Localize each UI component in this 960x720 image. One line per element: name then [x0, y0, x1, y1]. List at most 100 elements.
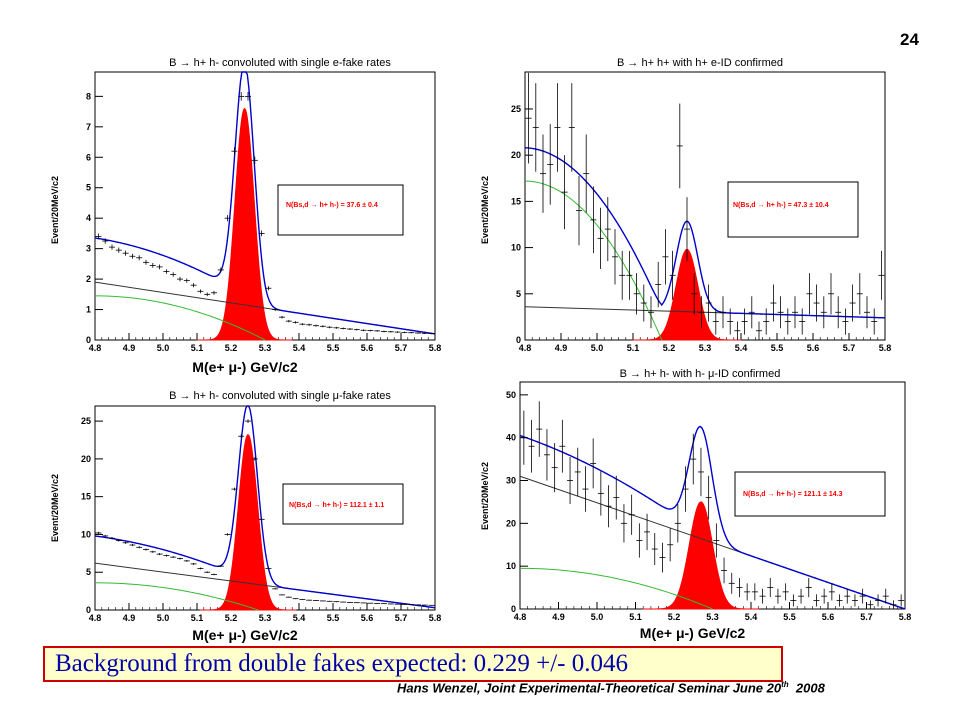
data-point: [299, 598, 306, 600]
data-point: [543, 429, 550, 481]
data-point: [628, 494, 635, 535]
x-tick-label: 5.0: [157, 343, 170, 353]
data-point: [547, 124, 554, 205]
data-point: [190, 283, 197, 288]
data-point: [292, 598, 299, 600]
x-tick-label: 5.2: [663, 343, 676, 353]
data-point: [842, 308, 849, 335]
x-tick-label: 5.0: [157, 613, 170, 623]
data-point: [613, 475, 620, 520]
chart-e-id-confirmed: B → h+ h+ with h+ e-ID confirmed 4.8 4.9 5…: [480, 57, 891, 353]
data-point: [381, 330, 387, 333]
data-point: [551, 443, 558, 493]
data-point: [224, 215, 231, 222]
data-point: [211, 290, 217, 295]
data-point: [326, 600, 333, 602]
data-point: [374, 330, 381, 332]
data-point: [828, 583, 835, 601]
data-point: [626, 250, 633, 300]
data-point: [353, 328, 360, 331]
data-point: [882, 588, 889, 604]
footer-text: Hans Wenzel, Joint Experimental-Theoreti…: [397, 680, 782, 696]
data-point: [620, 504, 627, 543]
data-point: [784, 308, 791, 335]
data-point: [197, 567, 204, 570]
data-point: [333, 326, 340, 329]
data-point: [748, 296, 755, 329]
data-point: [782, 583, 789, 601]
y-tick-label: 50: [506, 390, 516, 400]
x-tick-label: 4.8: [514, 612, 527, 622]
x-axis-label: M(e+ μ-) GeV/c2: [640, 625, 746, 641]
data-point: [864, 296, 870, 329]
data-point: [401, 331, 408, 334]
data-point: [734, 321, 741, 340]
data-point: [878, 250, 885, 300]
data-point: [676, 103, 683, 189]
data-point: [633, 273, 640, 315]
data-point: [217, 565, 224, 568]
data-point: [568, 83, 575, 172]
y-tick-label: 15: [81, 492, 91, 502]
data-point: [813, 594, 820, 607]
data-point: [597, 471, 604, 516]
data-point: [532, 83, 539, 172]
data-point: [190, 562, 197, 565]
data-point: [844, 588, 851, 604]
fit-curve: [94, 71, 436, 335]
data-point: [367, 602, 374, 604]
data-point: [682, 466, 689, 512]
y-tick-label: 1: [86, 305, 91, 315]
data-point: [319, 600, 326, 602]
data-point: [183, 278, 190, 283]
y-tick-label: 4: [86, 213, 91, 223]
data-point: [536, 401, 543, 457]
x-tick-label: 5.5: [783, 612, 796, 622]
data-point: [662, 229, 669, 285]
chart-title: B → h+ h- with h- μ-ID confirmed: [620, 368, 781, 380]
data-point: [428, 604, 435, 606]
data-point: [299, 323, 306, 326]
x-tick-label: 5.4: [293, 613, 306, 623]
data-point: [849, 284, 856, 322]
y-tick-label: 0: [511, 604, 516, 614]
background-curve: [94, 295, 266, 341]
x-tick-label: 5.2: [225, 613, 238, 623]
x-tick-label: 5.7: [860, 612, 873, 622]
data-point: [736, 578, 743, 598]
signal-peak: [643, 501, 759, 610]
data-point: [421, 332, 428, 335]
data-point: [102, 534, 109, 538]
data-point: [567, 457, 574, 504]
data-point: [272, 588, 279, 590]
data-point: [156, 264, 163, 270]
data-point: [774, 588, 781, 604]
data-point: [805, 578, 812, 598]
x-tick-label: 5.1: [629, 612, 642, 622]
x-tick-label: 5.3: [259, 613, 272, 623]
data-point: [851, 594, 858, 607]
fit-curve: [524, 147, 886, 319]
y-tick-label: 5: [86, 183, 91, 193]
data-point: [859, 588, 866, 604]
data-point: [319, 325, 326, 328]
chart-title: B → h+ h- convoluted with single μ-fake …: [169, 390, 391, 402]
y-tick-label: 10: [81, 529, 91, 539]
fit-curve: [519, 425, 906, 610]
data-point: [292, 321, 299, 324]
data-point: [387, 603, 394, 605]
fit-curve: [94, 405, 436, 609]
x-tick-label: 5.7: [843, 343, 856, 353]
data-point: [767, 578, 774, 598]
y-tick-label: 25: [81, 416, 91, 426]
data-point: [374, 603, 381, 604]
background-curve: [519, 567, 713, 610]
data-point: [728, 572, 735, 594]
data-point: [741, 308, 748, 335]
x-tick-label: 5.7: [395, 343, 408, 353]
data-point: [279, 594, 285, 596]
x-tick-label: 5.6: [361, 343, 374, 353]
data-point: [836, 594, 843, 607]
data-point: [561, 155, 568, 230]
data-point: [890, 600, 897, 609]
